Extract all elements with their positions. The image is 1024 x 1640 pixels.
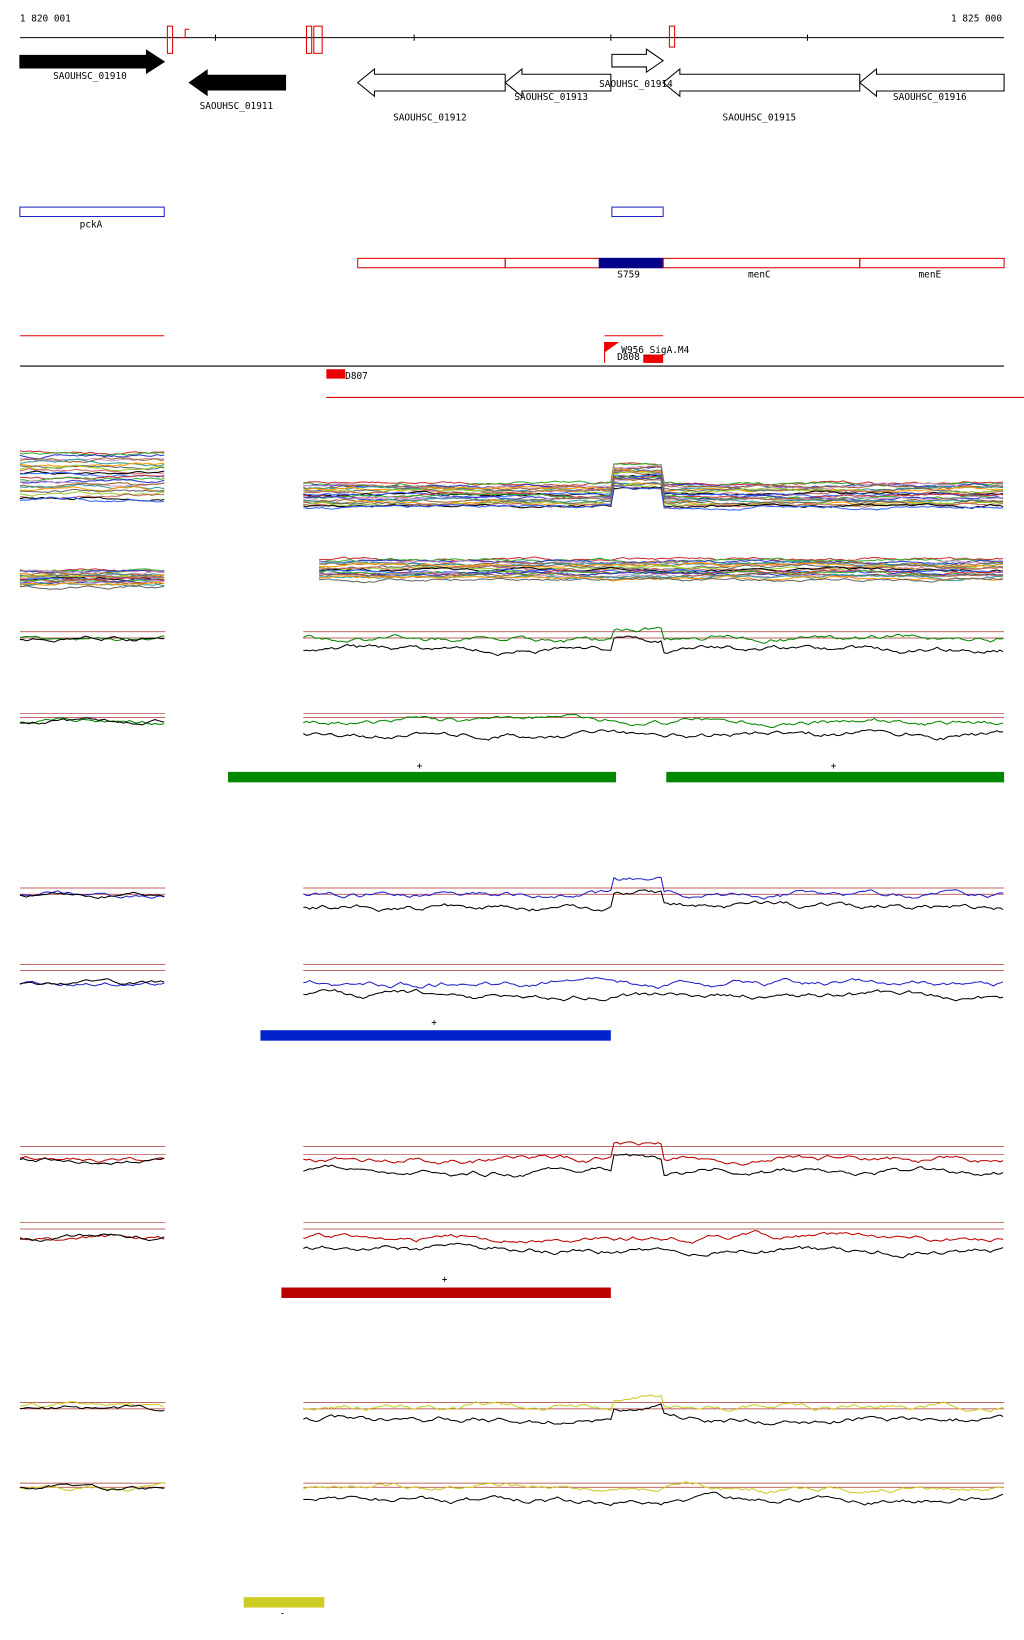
- trace: [303, 1403, 1004, 1426]
- ruler-end: 1 825 000: [951, 13, 1002, 24]
- trace: [19, 890, 165, 899]
- trace: [303, 889, 1004, 912]
- feature-label: D807: [345, 371, 368, 382]
- trace: [318, 559, 1004, 565]
- trace: [19, 1157, 165, 1165]
- trace: [19, 571, 165, 577]
- trace: [318, 573, 1004, 582]
- trace: [19, 1483, 165, 1492]
- gene-label: SAOUHSC_01910: [53, 71, 127, 82]
- trace: [19, 454, 165, 460]
- trace: [19, 476, 165, 482]
- operon-label: menC: [748, 270, 771, 281]
- trace: [19, 490, 165, 497]
- trace: [303, 1491, 1004, 1507]
- strand-label: +: [831, 761, 837, 772]
- trace: [303, 976, 1004, 990]
- trace: [19, 1233, 165, 1242]
- operons: [19, 206, 1005, 269]
- trace: [303, 1394, 1004, 1413]
- trace: [303, 988, 1004, 1002]
- strand-bars: [228, 771, 1005, 1608]
- trace: [19, 464, 165, 472]
- trace: [303, 1242, 1004, 1259]
- trace: [19, 1482, 165, 1492]
- trace: [19, 480, 165, 487]
- gene-label: SAOUHSC_01913: [514, 92, 588, 103]
- ruler-marks: [166, 25, 676, 54]
- trace: [19, 581, 165, 586]
- trace: [19, 450, 165, 456]
- trace: [303, 876, 1004, 900]
- trace: [19, 458, 165, 467]
- trace: [303, 475, 1004, 500]
- trace: [19, 464, 165, 471]
- trace: [19, 717, 165, 725]
- trace: [303, 729, 1004, 741]
- strand-label: -: [280, 1608, 286, 1619]
- trace: [19, 457, 165, 464]
- trace: [19, 891, 165, 899]
- trace: [19, 578, 165, 584]
- feature-label: D808: [617, 352, 640, 363]
- trace: [19, 478, 165, 484]
- operon-label: pckA: [80, 219, 103, 230]
- trace: [19, 488, 165, 494]
- trace: [303, 473, 1004, 497]
- trace: [318, 570, 1004, 577]
- trace: [19, 496, 165, 503]
- features: [19, 335, 1024, 398]
- trace: [318, 565, 1004, 573]
- trace: [303, 1229, 1004, 1244]
- strand-label: +: [417, 761, 423, 772]
- operon-label: menE: [919, 270, 942, 281]
- trace: [303, 1153, 1004, 1178]
- trace: [303, 484, 1004, 511]
- trace: [19, 468, 165, 475]
- trace: [318, 570, 1004, 579]
- trace: [303, 635, 1004, 657]
- trace: [19, 569, 165, 576]
- feature-label: W956_SigA.M4: [621, 345, 689, 356]
- trace: [19, 1404, 165, 1412]
- trace: [19, 717, 165, 726]
- trace: [303, 473, 1004, 499]
- trace: [19, 582, 165, 587]
- trace: [19, 585, 165, 590]
- gene-label: SAOUHSC_01914: [599, 79, 673, 90]
- strand-label: +: [431, 1017, 437, 1028]
- trace: [303, 465, 1004, 491]
- trace: [19, 978, 165, 986]
- trace: [19, 471, 165, 478]
- genes: [19, 48, 1005, 98]
- trace: [318, 569, 1004, 577]
- trace: [303, 1141, 1004, 1166]
- trace: [319, 577, 1004, 584]
- trace: [19, 635, 165, 643]
- trace: [303, 481, 1004, 504]
- strand-label: +: [442, 1275, 448, 1286]
- trace: [19, 462, 165, 468]
- trace: [303, 1480, 1004, 1494]
- trace: [19, 451, 165, 457]
- trace: [303, 469, 1004, 495]
- trace: [318, 566, 1004, 574]
- ruler-start: 1 820 001: [20, 13, 71, 24]
- gene-label: SAOUHSC_01912: [393, 113, 467, 124]
- expression-tracks: [19, 450, 1005, 1507]
- trace: [303, 475, 1004, 501]
- gene-label: SAOUHSC_01915: [723, 113, 797, 124]
- trace: [19, 573, 165, 579]
- trace: [303, 713, 1004, 729]
- operon-label: S759: [617, 270, 640, 281]
- gene-label: SAOUHSC_01911: [200, 101, 274, 112]
- trace: [303, 626, 1004, 645]
- trace: [303, 482, 1004, 506]
- trace: [19, 470, 165, 475]
- trace: [303, 464, 1004, 490]
- gene-label: SAOUHSC_01916: [893, 92, 967, 103]
